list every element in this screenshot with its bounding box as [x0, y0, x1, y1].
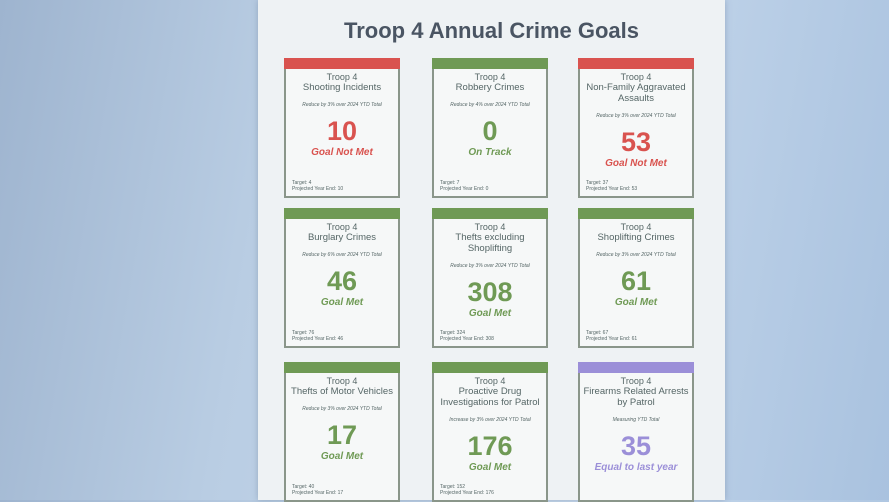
card-target: Target: 152 — [440, 484, 466, 490]
card-goal: Reduce by 6% over 2024 YTD Total — [302, 252, 382, 258]
card-header-band — [432, 208, 548, 219]
card-value: 0 — [482, 116, 498, 146]
card-name: Robbery Crimes — [455, 82, 525, 93]
goal-card: Troop 4 Thefts of Motor Vehicles Reduce by… — [284, 362, 400, 502]
card-name: Non-Family Aggravated Assaults — [586, 82, 686, 104]
card-value: 308 — [467, 277, 513, 307]
card-value: 17 — [326, 420, 358, 450]
goal-card: Troop 4 Firearms Related Arrests by Patro… — [578, 362, 694, 502]
card-footer: Target: 67 Projected Year End: 61 — [586, 330, 637, 342]
card-target: Target: 37 — [586, 180, 609, 186]
goal-card: Troop 4 Robbery Crimes Reduce by 4% over 2… — [432, 58, 548, 198]
card-header-band — [284, 58, 400, 69]
goal-card: Troop 4 Non-Family Aggravated Assaults Red… — [578, 58, 694, 198]
card-status: Goal Not Met — [605, 158, 667, 169]
card-footer: Target: 324 Projected Year End: 308 — [440, 330, 494, 342]
card-status: Equal to last year — [594, 462, 678, 473]
goal-card: Troop 4 Shooting Incidents Reduce by 3% ov… — [284, 58, 400, 198]
card-target: Target: 4 — [292, 180, 312, 186]
card-header-band — [578, 208, 694, 219]
card-troop: Troop 4 — [326, 222, 358, 232]
card-value: 35 — [620, 431, 652, 461]
card-goal: Reduce by 3% over 2024 YTD Total — [596, 252, 676, 258]
card-target: Target: 324 — [440, 330, 466, 336]
card-footer: Target: 37 Projected Year End: 53 — [586, 180, 637, 192]
card-name: Proactive Drug Investigations for Patrol — [440, 386, 540, 408]
card-projection: Projected Year End: 46 — [292, 336, 344, 342]
card-projection: Projected Year End: 17 — [292, 490, 344, 496]
card-troop: Troop 4 — [620, 222, 652, 232]
card-footer: Target: 4 Projected Year End: 10 — [292, 180, 343, 192]
card-name: Thefts of Motor Vehicles — [291, 386, 393, 397]
card-value: 10 — [326, 116, 358, 146]
card-name: Firearms Related Arrests by Patrol — [583, 386, 689, 408]
card-projection: Projected Year End: 0 — [440, 186, 489, 192]
card-projection: Projected Year End: 308 — [440, 336, 494, 342]
dashboard-panel: Troop 4 Annual Crime Goals Troop 4 Shooti… — [258, 0, 725, 502]
card-troop: Troop 4 — [326, 72, 358, 82]
card-footer: Target: 76 Projected Year End: 46 — [292, 330, 343, 342]
card-footer: Target: 152 Projected Year End: 176 — [440, 484, 494, 496]
card-target: Target: 40 — [292, 484, 315, 490]
goal-card: Troop 4 Thefts excluding Shoplifting Reduc… — [432, 208, 548, 348]
card-goal: Reduce by 3% over 2024 YTD Total — [596, 113, 676, 119]
card-goal: Reduce by 3% over 2024 YTD Total — [302, 102, 382, 108]
dashboard-title: Troop 4 Annual Crime Goals — [343, 18, 639, 43]
card-projection: Projected Year End: 61 — [586, 336, 638, 342]
card-name: Burglary Crimes — [307, 232, 377, 243]
card-header-band — [578, 58, 694, 69]
card-troop: Troop 4 — [620, 72, 652, 82]
card-header-band — [284, 208, 400, 219]
card-target: Target: 67 — [586, 330, 609, 336]
card-projection: Projected Year End: 53 — [586, 186, 638, 192]
card-goal: Reduce by 3% over 2024 YTD Total — [450, 263, 530, 269]
card-header-band — [578, 362, 694, 373]
card-goal: Reduce by 3% over 2024 YTD Total — [302, 406, 382, 412]
goal-card: Troop 4 Proactive Drug Investigations for… — [432, 362, 548, 502]
card-header-band — [432, 362, 548, 373]
card-status: On Track — [468, 147, 512, 158]
card-troop: Troop 4 — [474, 72, 506, 82]
card-value: 176 — [467, 431, 513, 461]
card-value: 53 — [620, 127, 652, 157]
card-goal: Reduce by 4% over 2024 YTD Total — [450, 102, 530, 108]
card-troop: Troop 4 — [620, 376, 652, 386]
goal-card: Troop 4 Burglary Crimes Reduce by 6% over … — [284, 208, 400, 348]
card-name: Shooting Incidents — [302, 82, 382, 93]
card-status: Goal Met — [468, 462, 512, 473]
card-troop: Troop 4 — [326, 376, 358, 386]
card-goal: Measuring YTD Total — [612, 417, 660, 423]
card-status: Goal Met — [320, 451, 364, 462]
card-goal: Increase by 3% over 2024 YTD Total — [449, 417, 531, 423]
card-footer: Target: 7 Projected Year End: 0 — [440, 180, 488, 192]
card-name: Shoplifting Crimes — [597, 232, 675, 243]
card-value: 61 — [620, 266, 652, 296]
card-status: Goal Met — [614, 297, 658, 308]
card-troop: Troop 4 — [474, 222, 506, 232]
goal-card: Troop 4 Shoplifting Crimes Reduce by 3% ov… — [578, 208, 694, 348]
card-status: Goal Not Met — [311, 147, 373, 158]
card-troop: Troop 4 — [474, 376, 506, 386]
card-projection: Projected Year End: 10 — [292, 186, 344, 192]
card-status: Goal Met — [468, 308, 512, 319]
card-header-band — [284, 362, 400, 373]
card-target: Target: 76 — [292, 330, 315, 336]
card-footer: Target: 40 Projected Year End: 17 — [292, 484, 343, 496]
card-header-band — [432, 58, 548, 69]
card-target: Target: 7 — [440, 180, 460, 186]
card-value: 46 — [326, 266, 358, 296]
card-status: Goal Met — [320, 297, 364, 308]
card-projection: Projected Year End: 176 — [440, 490, 494, 496]
card-name: Thefts excluding Shoplifting — [455, 232, 525, 254]
